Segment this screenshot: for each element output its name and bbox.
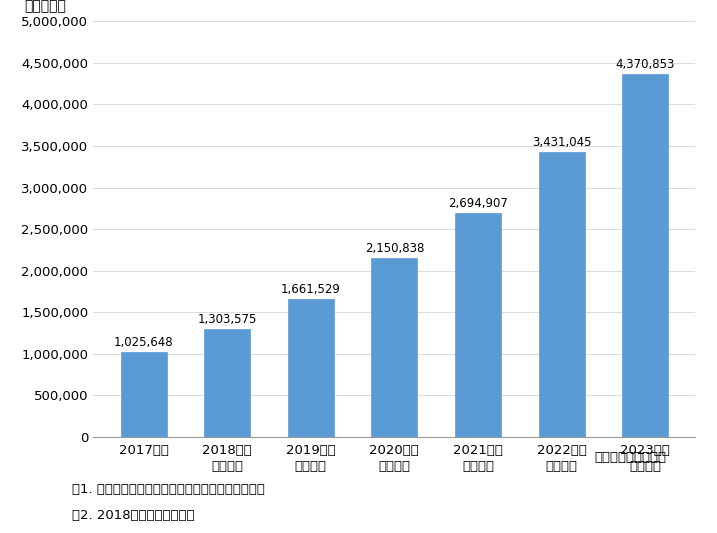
- Text: 注2. 2018年度以降は予測値: 注2. 2018年度以降は予測値: [72, 510, 194, 522]
- Text: 1,303,575: 1,303,575: [197, 313, 257, 326]
- Bar: [120, 352, 166, 437]
- Text: 矢野経済研究所調べ: 矢野経済研究所調べ: [595, 451, 667, 464]
- Text: 1,025,648: 1,025,648: [114, 336, 174, 349]
- Text: 3,431,045: 3,431,045: [532, 136, 592, 149]
- Bar: [371, 258, 417, 437]
- Bar: [455, 213, 501, 437]
- Bar: [288, 299, 333, 437]
- Text: 2,150,838: 2,150,838: [365, 243, 424, 255]
- Text: 1,661,529: 1,661,529: [281, 283, 341, 296]
- Bar: [622, 74, 668, 437]
- Text: 注1. モバイル決済サービス提供事業者取扱高ベース: 注1. モバイル決済サービス提供事業者取扱高ベース: [72, 483, 265, 496]
- Bar: [538, 152, 584, 437]
- Text: 2,694,907: 2,694,907: [448, 197, 508, 210]
- Bar: [204, 329, 250, 437]
- Text: 4,370,853: 4,370,853: [615, 58, 675, 71]
- Y-axis label: （百万円）: （百万円）: [24, 0, 66, 13]
